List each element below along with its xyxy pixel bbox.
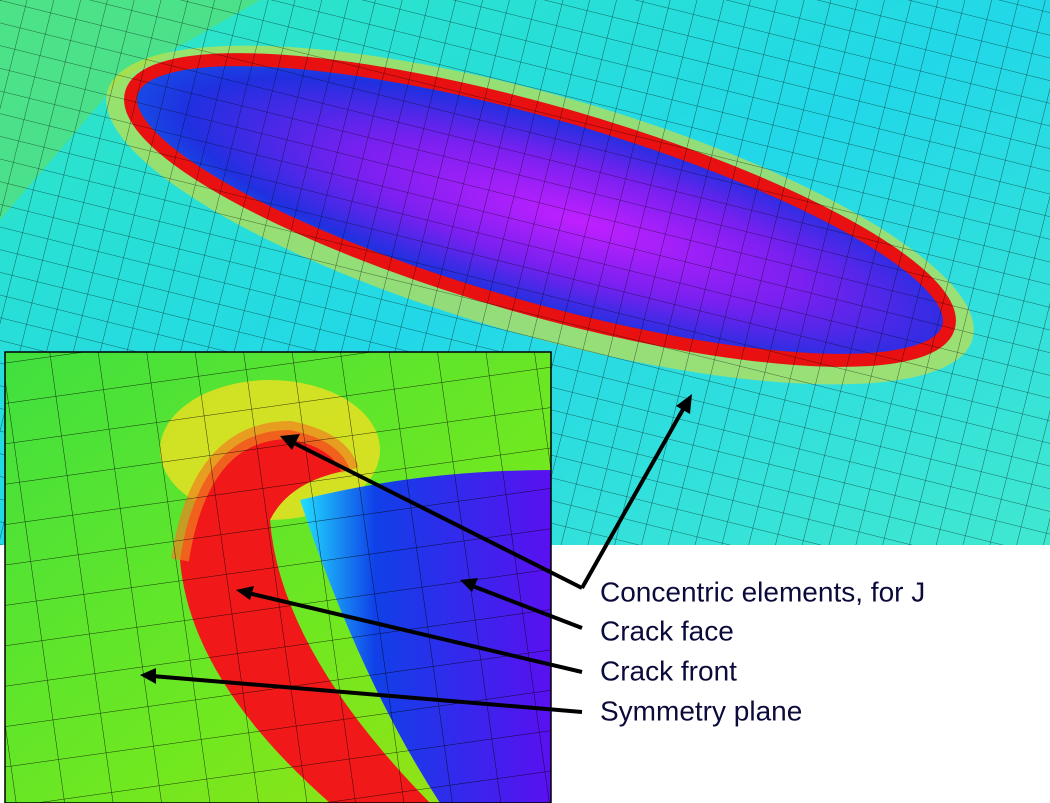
label: Concentric elements, for J xyxy=(600,576,925,607)
label: Crack face xyxy=(600,615,734,646)
label: Symmetry plane xyxy=(600,695,802,726)
figure: Concentric elements, for J Crack face Cr… xyxy=(0,0,1050,803)
inset-view xyxy=(5,352,551,803)
label: Crack front xyxy=(600,655,737,686)
page: Concentric elements, for J Crack face Cr… xyxy=(0,0,1050,803)
